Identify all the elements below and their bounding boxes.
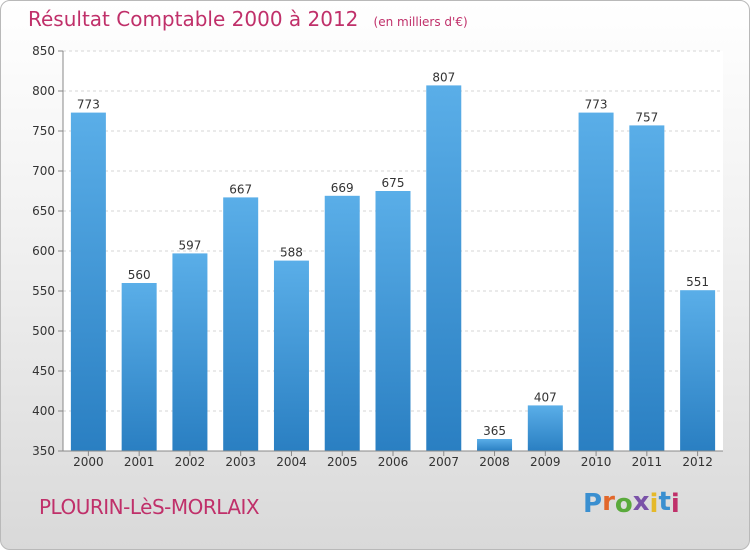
- y-tick-label: 650: [32, 204, 55, 218]
- logo-letter: x: [632, 487, 650, 517]
- x-tick-label-2004: 2004: [276, 455, 307, 469]
- x-tick-label-2009: 2009: [530, 455, 561, 469]
- y-tick-label: 600: [32, 244, 55, 258]
- chart-title-block: Résultat Comptable 2000 à 2012 (en milli…: [28, 7, 468, 31]
- value-label-2008: 365: [483, 424, 506, 438]
- x-tick-label-2008: 2008: [479, 455, 510, 469]
- x-tick-label-2002: 2002: [175, 455, 206, 469]
- bar-2006: [375, 191, 411, 451]
- bar-2011: [629, 125, 665, 452]
- bar-2001: [121, 283, 157, 451]
- value-label-2004: 588: [280, 246, 303, 260]
- x-tick-label-2010: 2010: [581, 455, 612, 469]
- x-tick-label-2012: 2012: [682, 455, 713, 469]
- value-label-2002: 597: [178, 238, 201, 252]
- logo-letter: i: [670, 489, 680, 519]
- proxiti-logo[interactable]: Proxiti: [583, 487, 680, 519]
- bar-2003: [223, 197, 259, 451]
- label-layer: 773 560 597 667 588 669 675 807 365 407 773 757 551: [77, 70, 709, 438]
- x-tick-label-2003: 2003: [225, 455, 256, 469]
- bar-2009: [527, 405, 563, 451]
- bar-2000: [70, 112, 106, 451]
- bar-2008: [477, 439, 513, 451]
- x-tick-label-2001: 2001: [124, 455, 155, 469]
- axis-layer: 350 400 450 500 550 600 650 700 750 800 850 2000 200…: [32, 44, 723, 469]
- x-tick-label-2011: 2011: [632, 455, 663, 469]
- value-label-2009: 407: [534, 390, 557, 404]
- y-tick-label: 400: [32, 404, 55, 418]
- value-label-2006: 675: [382, 176, 405, 190]
- x-tick-label-2007: 2007: [428, 455, 459, 469]
- logo-letter: r: [602, 487, 615, 517]
- value-label-2012: 551: [686, 275, 709, 289]
- value-label-2007: 807: [432, 70, 455, 84]
- logo-letter: i: [649, 489, 659, 519]
- y-tick-label: 750: [32, 124, 55, 138]
- value-label-2011: 757: [635, 110, 658, 124]
- bar-2004: [273, 260, 309, 451]
- bar-2002: [172, 253, 208, 451]
- chart-title: Résultat Comptable 2000 à 2012: [28, 7, 359, 31]
- bar-2005: [324, 195, 360, 451]
- logo-letter: t: [658, 487, 671, 517]
- y-tick-label: 700: [32, 164, 55, 178]
- value-label-2005: 669: [331, 181, 354, 195]
- commune-name: PLOURIN-LèS-MORLAIX: [39, 495, 260, 519]
- value-label-2010: 773: [585, 98, 608, 112]
- y-tick-label: 450: [32, 364, 55, 378]
- bar-2007: [426, 85, 462, 452]
- chart-unit: (en milliers d'€): [373, 15, 468, 29]
- value-label-2003: 667: [229, 182, 252, 196]
- y-tick-label: 350: [32, 444, 55, 458]
- bar-layer: [70, 85, 716, 452]
- y-tick-label: 550: [32, 284, 55, 298]
- bar-2010: [578, 112, 614, 451]
- bar-2012: [680, 290, 716, 451]
- x-tick-label-2005: 2005: [327, 455, 358, 469]
- x-tick-label-2006: 2006: [378, 455, 409, 469]
- value-label-2000: 773: [77, 98, 100, 112]
- value-label-2001: 560: [128, 268, 151, 282]
- x-tick-label-2000: 2000: [73, 455, 104, 469]
- y-tick-label: 500: [32, 324, 55, 338]
- y-tick-label: 850: [32, 44, 55, 58]
- y-tick-label: 800: [32, 84, 55, 98]
- logo-letter: o: [614, 489, 633, 519]
- logo-letter: P: [583, 489, 603, 519]
